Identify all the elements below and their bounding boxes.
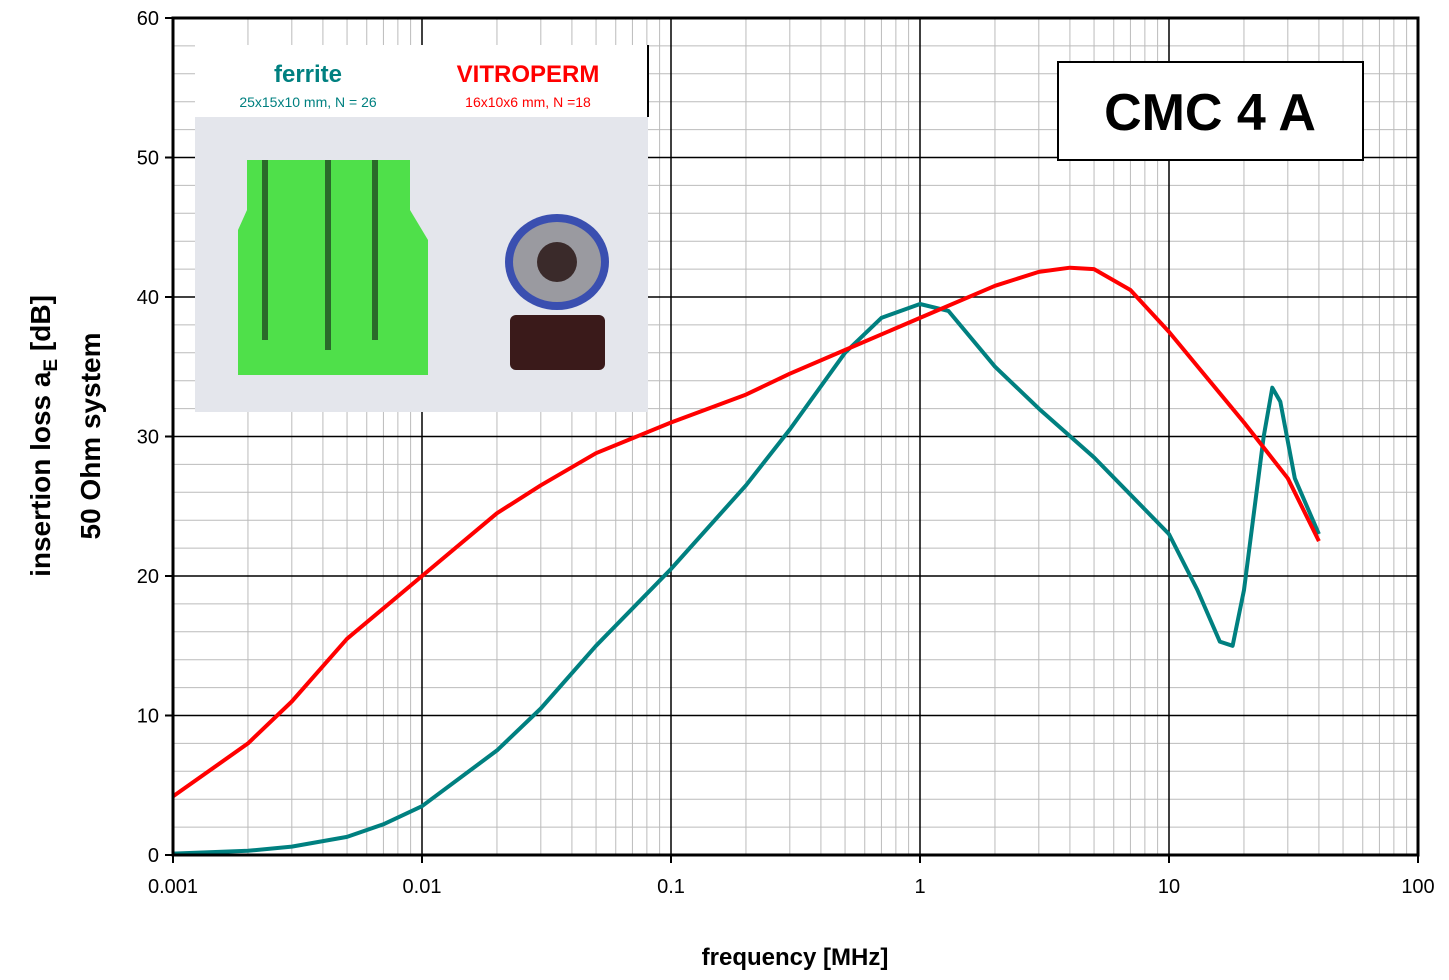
y-axis-label-main: insertion loss a	[25, 371, 56, 577]
ferrite-slot	[372, 160, 378, 340]
x-tick-label: 100	[1401, 876, 1434, 898]
x-tick-label: 0.01	[403, 876, 442, 898]
inset-label: ferrite	[274, 61, 342, 88]
y-tick-label: 60	[137, 8, 159, 30]
x-tick-label: 10	[1158, 876, 1180, 898]
series-line	[171, 265, 1321, 799]
series-line	[172, 302, 1321, 856]
y-axis-label: 50 Ohm system	[75, 333, 106, 540]
toroid-base	[510, 315, 605, 370]
y-tick-label: 50	[137, 148, 159, 170]
toroid-hole	[537, 242, 577, 282]
badge-box	[1057, 61, 1364, 161]
y-axis-label-sub: E	[41, 359, 62, 372]
ferrite-slot	[262, 160, 268, 340]
inset-label: 25x15x10 mm, N = 26	[239, 94, 377, 110]
y-tick-label: 10	[137, 706, 159, 728]
inset-label: VITROPERM	[457, 61, 600, 88]
y-axis-label-end: [dB]	[25, 295, 56, 359]
x-axis-label: frequency [MHz]	[702, 944, 889, 971]
inset-label: 16x10x6 mm, N =18	[465, 94, 591, 110]
x-tick-label: 1	[914, 876, 925, 898]
curves	[171, 265, 1321, 856]
ferrite-slot	[325, 160, 331, 350]
y-tick-label: 30	[137, 427, 159, 449]
y-axis-label: insertion loss aE [dB]	[25, 295, 62, 577]
ticks: 0.001 0.01 0.1 1 10 100 0 10 20 30 40 50 60	[137, 8, 1435, 898]
x-tick-label: 0.001	[148, 876, 198, 898]
x-tick-label: 0.1	[657, 876, 685, 898]
y-tick-label: 40	[137, 287, 159, 309]
y-tick-label: 20	[137, 566, 159, 588]
inset-photo: ferrite 25x15x10 mm, N = 26 VITROPERM 16…	[195, 45, 649, 412]
ferrite-core	[238, 160, 428, 375]
badge: CMC 4 A	[1104, 84, 1316, 142]
y-tick-label: 0	[148, 845, 159, 867]
